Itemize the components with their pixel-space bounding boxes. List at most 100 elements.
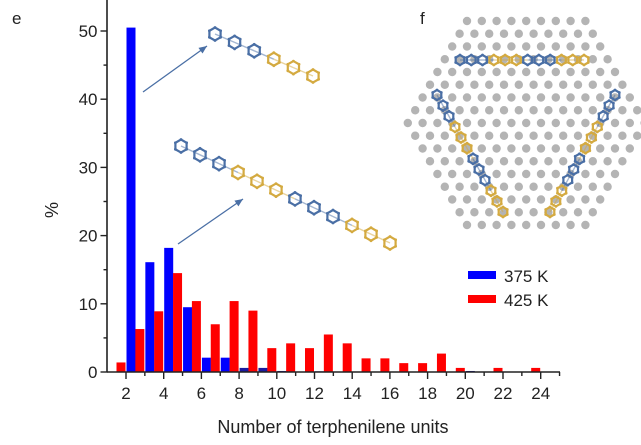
lattice-atom (448, 42, 457, 51)
atom (459, 141, 463, 144)
atom (293, 204, 297, 207)
lattice-atom (559, 29, 568, 38)
atom (471, 152, 475, 156)
lattice-atom (633, 106, 641, 115)
atom (364, 236, 367, 239)
lattice-atom (610, 67, 620, 77)
atom (533, 56, 536, 59)
bar-375k (258, 367, 268, 372)
atom (350, 230, 354, 234)
bond (590, 126, 598, 138)
atom (485, 56, 489, 59)
lattice-atom (536, 144, 546, 153)
lattice-atom (440, 157, 449, 166)
lattice-atom (536, 16, 546, 26)
bond (448, 115, 456, 128)
atom (586, 56, 590, 59)
bar-375k (201, 357, 211, 372)
lattice-atom (499, 131, 509, 140)
lattice-atom (477, 67, 486, 77)
atom (435, 98, 439, 102)
bond (237, 171, 258, 182)
lattice-atom (499, 80, 509, 89)
atom (597, 117, 601, 121)
atom (554, 195, 558, 198)
bar-425k (305, 348, 314, 372)
atom (383, 238, 386, 242)
panel-label-e: e (12, 9, 21, 28)
atom (278, 54, 281, 58)
lattice-atom (536, 220, 546, 230)
atom (292, 59, 295, 63)
lattice-atom (462, 118, 472, 128)
lattice-atom (522, 16, 531, 26)
atom (606, 112, 609, 116)
atom (488, 56, 491, 59)
lattice-atom (485, 208, 494, 217)
atom (544, 213, 548, 216)
atom (455, 138, 459, 142)
lattice-atom (514, 131, 523, 140)
atom (485, 61, 489, 64)
bond (478, 169, 486, 181)
lattice-atom (514, 29, 523, 38)
y-tick-label: 30 (79, 158, 98, 177)
lattice-atom (588, 157, 597, 166)
atom (493, 191, 497, 195)
atom (394, 238, 397, 242)
atom (473, 170, 477, 174)
lattice-atom (625, 118, 634, 128)
lattice-atom (433, 144, 442, 153)
atom (474, 56, 477, 59)
lattice-atom (559, 106, 568, 115)
bond (256, 180, 277, 191)
lattice-atom (507, 195, 516, 204)
atom (388, 235, 392, 238)
atom (453, 130, 457, 134)
atom (552, 208, 556, 211)
atom (441, 99, 445, 102)
atom (560, 63, 563, 67)
lattice-atom (507, 144, 516, 153)
atom (515, 53, 518, 57)
lattice-atom (477, 195, 486, 204)
lattice-atom (566, 16, 575, 26)
atom (515, 63, 518, 67)
lattice-atom (470, 208, 479, 217)
lattice-atom (499, 106, 509, 115)
pointer-arrow-line (177, 198, 244, 245)
bar-425k (380, 358, 390, 372)
lattice-atom (470, 29, 479, 38)
atom (306, 77, 309, 81)
atom (571, 63, 575, 67)
lattice-atom (462, 169, 472, 179)
lattice-atom (462, 93, 472, 102)
bar-425k (173, 273, 183, 372)
atom (556, 186, 559, 190)
lattice-atom (485, 131, 494, 140)
atom (469, 63, 473, 67)
bar-425k (418, 363, 428, 372)
atom (576, 165, 580, 169)
atom (575, 61, 579, 64)
atom (585, 133, 589, 137)
atom (544, 61, 548, 64)
atom (469, 53, 473, 57)
lattice-atom (633, 131, 641, 140)
x-tick-label: 4 (159, 384, 168, 403)
bar-375k (183, 307, 193, 372)
lattice-atom (596, 67, 605, 77)
lattice-atom (499, 182, 509, 191)
atom (567, 170, 571, 174)
lattice-atom (499, 157, 509, 166)
bar-425k (267, 348, 277, 372)
atom (236, 177, 240, 181)
atom (463, 133, 467, 137)
atom (503, 63, 507, 67)
lattice-atom (588, 55, 597, 64)
bond (578, 147, 587, 160)
atom (266, 54, 270, 58)
atom (487, 176, 491, 180)
atom (501, 205, 505, 209)
atom (449, 127, 453, 131)
